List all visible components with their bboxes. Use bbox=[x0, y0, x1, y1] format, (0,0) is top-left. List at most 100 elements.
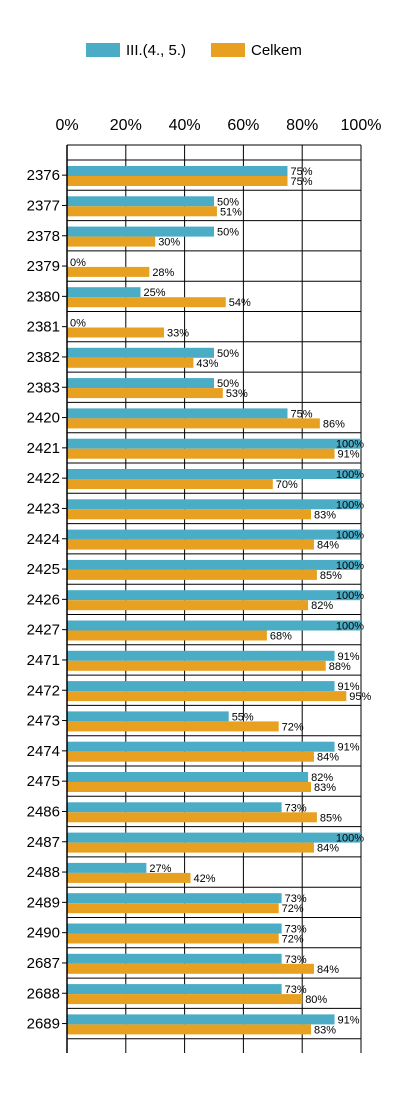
bar-series-0 bbox=[67, 741, 335, 752]
bar-series-0 bbox=[67, 681, 335, 692]
category-label: 2382 bbox=[27, 349, 60, 366]
data-label-series-0: 100% bbox=[336, 560, 364, 572]
x-tick-label: 80% bbox=[286, 117, 318, 134]
bar-series-0 bbox=[67, 862, 147, 873]
data-label-series-0: 100% bbox=[336, 621, 364, 633]
data-label-series-1: 70% bbox=[276, 479, 298, 491]
bar-series-0 bbox=[67, 529, 361, 540]
data-label-series-1: 80% bbox=[305, 994, 327, 1006]
bar-series-0 bbox=[67, 196, 214, 207]
data-label-series-0: 91% bbox=[338, 651, 360, 663]
data-label-series-1: 82% bbox=[311, 600, 333, 612]
category-label: 2378 bbox=[27, 228, 60, 245]
bar-series-1 bbox=[67, 357, 194, 368]
data-label-series-1: 83% bbox=[314, 1024, 336, 1036]
data-label-series-0: 91% bbox=[338, 742, 360, 754]
bar-series-1 bbox=[67, 448, 335, 459]
bar-series-1 bbox=[67, 630, 267, 641]
bar-series-1 bbox=[67, 569, 317, 580]
bar-series-1 bbox=[67, 691, 347, 702]
data-label-series-1: 28% bbox=[152, 267, 174, 279]
data-label-series-1: 83% bbox=[314, 782, 336, 794]
data-label-series-0: 100% bbox=[336, 590, 364, 602]
data-label-series-1: 72% bbox=[282, 721, 304, 733]
data-label-series-0: 55% bbox=[232, 711, 254, 723]
bar-series-0 bbox=[67, 347, 214, 358]
data-label-series-0: 73% bbox=[285, 954, 307, 966]
category-label: 2475 bbox=[27, 773, 60, 790]
data-label-series-1: 83% bbox=[314, 509, 336, 521]
data-label-series-0: 73% bbox=[285, 802, 307, 814]
data-label-series-1: 43% bbox=[196, 358, 218, 370]
bar-series-0 bbox=[67, 953, 282, 964]
bar-series-1 bbox=[67, 842, 314, 853]
data-label-series-1: 42% bbox=[193, 873, 215, 885]
category-label: 2423 bbox=[27, 500, 60, 517]
data-label-series-1: 85% bbox=[320, 812, 342, 824]
data-label-series-0: 100% bbox=[336, 530, 364, 542]
data-label-series-0: 50% bbox=[217, 227, 239, 239]
x-tick-label: 60% bbox=[227, 117, 259, 134]
bar-series-1 bbox=[67, 266, 150, 277]
data-label-series-1: 54% bbox=[229, 297, 251, 309]
data-label-series-0: 100% bbox=[336, 439, 364, 451]
x-tick-label: 20% bbox=[110, 117, 142, 134]
category-label: 2420 bbox=[27, 410, 60, 427]
data-label-series-1: 53% bbox=[226, 388, 248, 400]
category-label: 2474 bbox=[27, 743, 60, 760]
legend-swatch-1 bbox=[211, 43, 245, 57]
x-tick-label: 40% bbox=[169, 117, 201, 134]
bar-series-0 bbox=[67, 832, 361, 843]
bar-series-0 bbox=[67, 438, 361, 449]
data-label-series-0: 0% bbox=[70, 318, 86, 330]
category-label: 2473 bbox=[27, 713, 60, 730]
bar-series-1 bbox=[67, 963, 314, 974]
category-label: 2471 bbox=[27, 652, 60, 669]
data-label-series-1: 68% bbox=[270, 631, 292, 643]
data-label-series-0: 73% bbox=[285, 893, 307, 905]
category-label: 2486 bbox=[27, 803, 60, 820]
bar-series-0 bbox=[67, 499, 361, 510]
data-label-series-0: 0% bbox=[70, 257, 86, 269]
bar-series-1 bbox=[67, 721, 279, 732]
bar-series-1 bbox=[67, 206, 217, 217]
data-label-series-1: 84% bbox=[317, 540, 339, 552]
data-label-series-0: 50% bbox=[217, 348, 239, 360]
bar-series-1 bbox=[67, 994, 303, 1005]
data-label-series-1: 84% bbox=[317, 964, 339, 976]
legend-label-0: III.(4., 5.) bbox=[126, 42, 186, 59]
data-label-series-0: 73% bbox=[285, 924, 307, 936]
data-label-series-1: 84% bbox=[317, 752, 339, 764]
data-label-series-1: 91% bbox=[338, 449, 360, 461]
bar-series-1 bbox=[67, 236, 156, 247]
bar-series-1 bbox=[67, 660, 326, 671]
category-label: 2421 bbox=[27, 440, 60, 457]
bar-series-0 bbox=[67, 893, 282, 904]
bar-series-0 bbox=[67, 226, 214, 237]
bar-series-0 bbox=[67, 590, 361, 601]
data-label-series-0: 100% bbox=[336, 499, 364, 511]
category-label: 2383 bbox=[27, 379, 60, 396]
data-label-series-0: 75% bbox=[291, 166, 313, 178]
data-label-series-1: 30% bbox=[158, 237, 180, 249]
data-label-series-1: 75% bbox=[291, 176, 313, 188]
bar-series-0 bbox=[67, 1014, 335, 1025]
category-label: 2424 bbox=[27, 531, 60, 548]
bar-series-1 bbox=[67, 1024, 312, 1035]
bar-series-1 bbox=[67, 418, 320, 429]
x-tick-label: 100% bbox=[341, 117, 382, 134]
data-label-series-1: 95% bbox=[349, 691, 371, 703]
data-label-series-0: 50% bbox=[217, 378, 239, 390]
bar-series-1 bbox=[67, 600, 309, 611]
bar-series-1 bbox=[67, 782, 312, 792]
bar-series-0 bbox=[67, 802, 282, 813]
bar-series-0 bbox=[67, 984, 282, 995]
category-label: 2377 bbox=[27, 197, 60, 214]
data-label-series-1: 33% bbox=[167, 328, 189, 340]
bar-series-0 bbox=[67, 620, 361, 631]
data-label-series-0: 100% bbox=[336, 833, 364, 845]
bar-series-1 bbox=[67, 751, 314, 762]
data-label-series-1: 86% bbox=[323, 418, 345, 430]
legend-swatch-0 bbox=[86, 43, 120, 57]
category-label: 2487 bbox=[27, 834, 60, 851]
